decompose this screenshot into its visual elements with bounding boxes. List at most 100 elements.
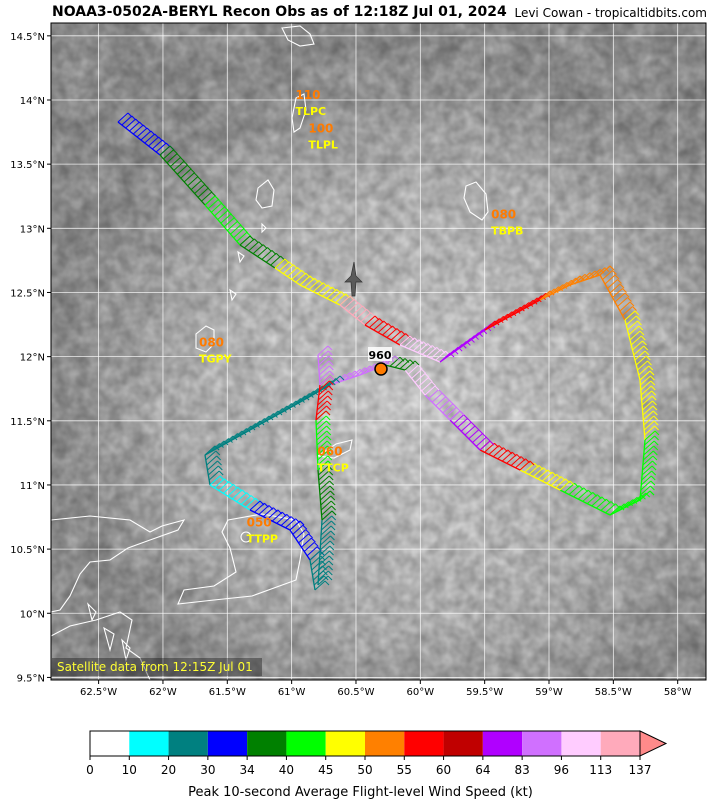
lat-tick-label: 13°N [20,224,45,235]
lon-tick-label: 61°W [278,687,306,698]
center-pressure-label: 960 [369,349,392,362]
coastline-st-lucia [291,93,307,133]
colorbar-swatch [207,731,248,756]
colorbar-tick-label: 113 [589,763,612,777]
wind-speed-colorbar: 0 10 20 30 34 40 45 50 55 60 64 83 96 113 137 [86,730,668,777]
station-labels: 110 TLPC 100 TLPL 080 TBPB 080 TGPY 060 TTCP 050 TT… [199,88,523,545]
coastline-tobago [316,439,353,459]
station-wind-value: 050 [247,515,272,529]
satellite-note-bg [52,658,262,676]
map-title: NOAA3-0502A-BERYL Recon Obs as of 12:18Z… [52,4,507,20]
colorbar-tick-label: 96 [554,763,569,777]
colorbar-swatch [561,731,601,756]
lon-tick-label: 58°W [664,687,692,698]
wind-barb-group [364,315,415,346]
colorbar-tick-label: 0 [86,763,94,777]
station-code: TTCP [317,462,348,475]
station-code: TGPY [199,353,233,366]
colorbar-label: Peak 10-second Average Flight-level Wind… [188,785,533,800]
lat-tick-label: 12°N [20,353,45,364]
station-code: TBPB [491,224,523,237]
recon-flight-track [117,112,660,591]
satellite-note: Satellite data from 12:15Z Jul 01 [57,660,253,674]
wind-barb-group [317,345,335,386]
lat-tick-label: 11.5°N [10,417,45,428]
coastline-grenada [195,325,215,353]
coastline-trinidad [177,513,305,605]
colorbar-tick-label: 137 [629,763,652,777]
satellite-image [51,23,706,680]
storm-center-icon [374,362,388,376]
lon-tick-label: 59°W [535,687,563,698]
coastlines [51,25,489,680]
coastline-grenadines-2 [237,250,245,264]
colorbar-swatch [522,731,562,756]
coastline-martinique [281,25,315,47]
map-gridlines [51,23,706,680]
lat-tick-label: 10.5°N [10,545,45,556]
wind-barb-group [404,360,440,396]
lat-tick-label: 11°N [20,481,45,492]
wind-barb-group [204,420,265,456]
wind-barb-group [479,440,535,471]
station-code: TLPL [308,138,338,151]
lat-tick-label: 14°N [20,96,45,107]
station-wind-value: 080 [491,207,516,221]
coastline-grenadines-1 [261,222,267,234]
colorbar-swatch [325,731,365,756]
wind-barb-group [439,320,500,363]
lon-tick-label: 62°W [149,687,177,698]
wind-barb-group [624,310,655,381]
wind-barb-group [639,430,660,501]
colorbar-tick-label: 30 [200,763,215,777]
colorbar-swatch [286,731,326,756]
coastline-barbados [463,181,489,221]
colorbar-tick-label: 34 [240,763,255,777]
coastline-delta [86,602,131,663]
coastline-venezuela [51,515,186,680]
colorbar-tick-label: 40 [279,763,294,777]
colorbar-swatch [600,731,640,756]
wind-barb-group [289,520,325,561]
coastline-lake [240,531,252,543]
lat-tick-label: 9.5°N [17,673,45,684]
lat-tick-label: 10°N [20,609,45,620]
colorbar-swatch [247,731,287,756]
colorbar-swatch [365,731,405,756]
lat-tick-label: 12.5°N [10,288,45,299]
colorbar-tick-label: 83 [515,763,530,777]
wind-barb-group [599,265,640,321]
colorbar-tick-label: 55 [397,763,412,777]
lon-tick-label: 59.5°W [466,687,503,698]
coastline-st-vincent [255,179,275,209]
wind-barb-group [339,295,380,326]
colorbar-swatch [129,731,169,756]
colorbar-extend-arrow [639,730,668,757]
lon-tick-label: 60.5°W [337,687,374,698]
map-credit: Levi Cowan - tropicaltidbits.com [514,6,707,20]
storm-center-marker: 960 [368,347,392,376]
colorbar-tick-label: 64 [475,763,490,777]
lon-tick-label: 58.5°W [595,687,632,698]
station-wind-value: 100 [308,121,333,135]
lon-tick-label: 61.5°W [209,687,246,698]
colorbar-tick-label: 45 [318,763,333,777]
station-wind-value: 060 [317,445,342,459]
station-wind-value: 110 [295,88,320,102]
station-wind-value: 080 [199,336,224,350]
wind-barb-group [299,275,355,306]
colorbar-tick-label: 20 [161,763,176,777]
station-code: TLPC [295,105,326,118]
colorbar-swatch [404,731,444,756]
wind-barb-group [609,490,655,516]
map-frame [50,22,707,681]
colorbar-tick-label: 60 [436,763,451,777]
wind-barb-group [159,145,220,206]
lat-tick-label: 13.5°N [10,160,45,171]
colorbar-swatch [168,731,208,756]
aircraft-icon [344,261,363,297]
axis-ticks: 14.5°N 14°N 13.5°N 13°N 12.5°N 12°N 11.5°N 11°N… [10,32,691,698]
lon-tick-label: 60°W [407,687,435,698]
colorbar-tick-label: 50 [357,763,372,777]
